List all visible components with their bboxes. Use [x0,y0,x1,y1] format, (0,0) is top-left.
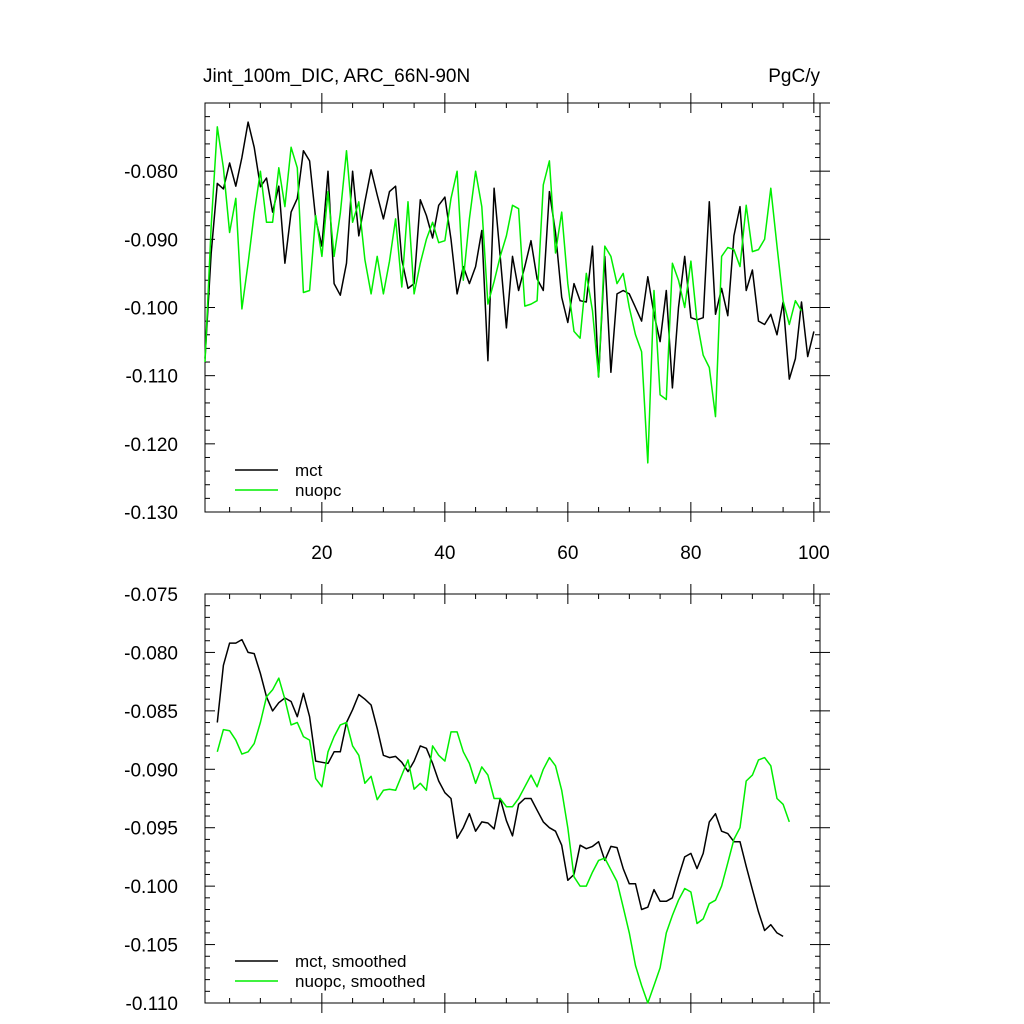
legend-label: nuopc, smoothed [295,972,425,991]
y-tick-label: -0.110 [126,994,178,1015]
y-tick-label: -0.130 [124,503,178,524]
legend-label: mct [295,461,323,480]
y-tick-label: -0.120 [124,435,178,456]
top-series [204,121,815,464]
y-tick-label: -0.075 [124,585,178,606]
x-tick-label: 60 [557,543,578,564]
x-tick-label: 80 [680,543,701,564]
chart-title: Jint_100m_DIC, ARC_66N-90N [203,66,470,87]
top-ticks: 20 40 60 80 100 -0.080 -0.090 -0.100 -0.110 -0.12… [124,93,830,564]
y-tick-label: -0.110 [126,367,178,388]
y-tick-label: -0.085 [124,702,178,723]
y-tick-label: -0.105 [124,936,178,957]
y-tick-label: -0.080 [124,162,178,183]
series-line-mct [216,638,784,938]
y-tick-label: -0.100 [124,299,178,320]
y-tick-label: -0.090 [124,760,178,781]
legend-label: nuopc [295,481,342,500]
top-panel: Jint_100m_DIC, ARC_66N-90N PgC/y 20 40 60 8… [124,66,830,564]
x-tick-label: 40 [434,543,455,564]
y-tick-label: -0.095 [124,819,178,840]
y-tick-label: -0.080 [124,643,178,664]
x-tick-label: 100 [798,543,830,564]
y-tick-label: -0.100 [124,877,178,898]
series-line-nuopc [216,677,791,1004]
y-tick-label: -0.090 [124,230,178,251]
bottom-panel: -0.075 -0.080 -0.085 -0.090 -0.095 -0.100 -0.1… [124,584,830,1015]
units-label: PgC/y [768,66,820,87]
series-line-nuopc [204,126,803,464]
bottom-plot-frame [204,593,821,1004]
legend-label: mct, smoothed [295,952,407,971]
series-line-mct [204,121,815,389]
x-tick-label: 20 [311,543,332,564]
bottom-ticks: -0.075 -0.080 -0.085 -0.090 -0.095 -0.100 -0.1… [124,584,830,1015]
bottom-series [216,638,791,1004]
